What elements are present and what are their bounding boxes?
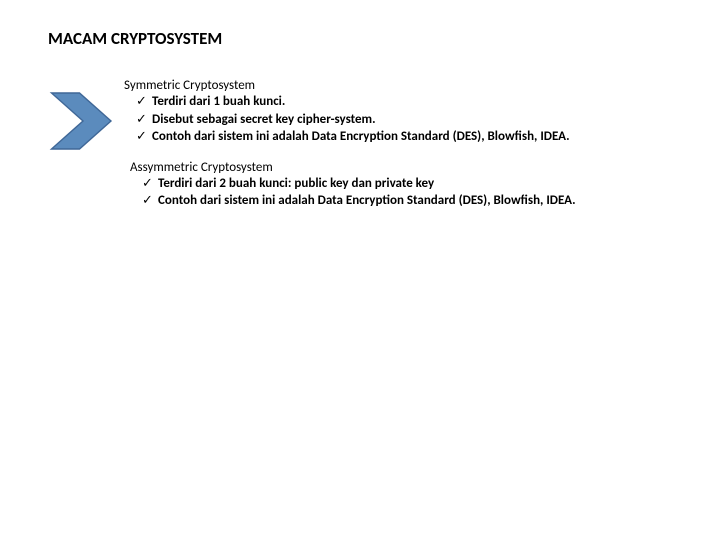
chevron-icon [48,86,118,156]
bullet-list-asymmetric: Terdiri dari 2 buah kunci: public key da… [130,175,704,210]
list-item: Contoh dari sistem ini adalah Data Encry… [158,192,704,210]
list-item: Terdiri dari 1 buah kunci. [152,93,704,111]
section-heading-symmetric: Symmetric Cryptosystem [124,78,704,93]
list-item: Terdiri dari 2 buah kunci: public key da… [158,175,704,193]
section-asymmetric: Assymmetric Cryptosystem Terdiri dari 2 … [124,160,704,210]
content-area: Symmetric Cryptosystem Terdiri dari 1 bu… [124,78,704,224]
chevron-shape [52,93,112,149]
section-heading-asymmetric: Assymmetric Cryptosystem [130,160,704,175]
list-item: Contoh dari sistem ini adalah Data Encry… [152,128,704,146]
page-title: MACAM CRYPTOSYSTEM [48,28,222,49]
list-item: Disebut sebagai secret key cipher-system… [152,111,704,129]
section-symmetric: Symmetric Cryptosystem Terdiri dari 1 bu… [124,78,704,146]
bullet-list-symmetric: Terdiri dari 1 buah kunci. Disebut sebag… [124,93,704,146]
